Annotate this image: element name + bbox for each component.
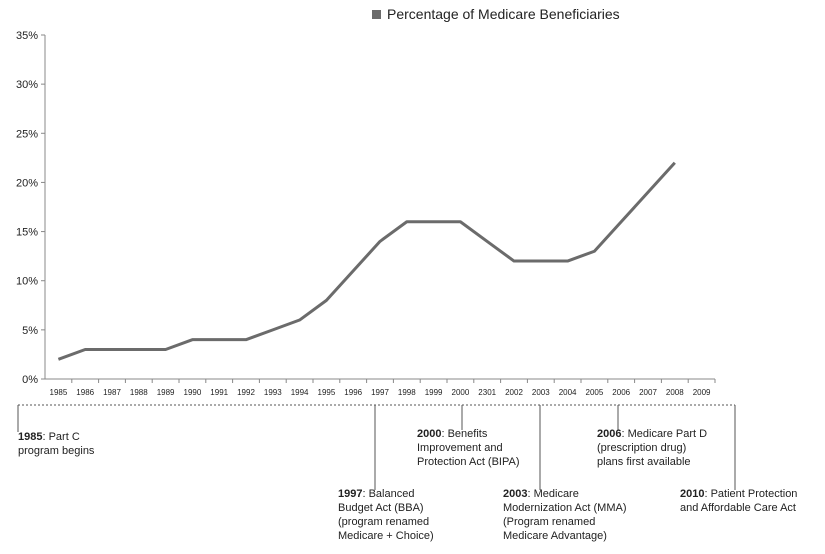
annotation-text: Medicare Advantage) [503, 530, 607, 542]
annotation-text: and Affordable Care Act [680, 502, 796, 514]
annotation-text: : Balanced [362, 488, 414, 500]
annotation: Improvement and [417, 442, 503, 454]
annotation-text: Medicare + Choice) [338, 530, 434, 542]
annotation: plans first available [597, 456, 691, 468]
annotation: Protection Act (BIPA) [417, 456, 520, 468]
annotation: Modernization Act (MMA) [503, 502, 626, 514]
annotation-text: (Program renamed [503, 516, 595, 528]
annotation-text: Budget Act (BBA) [338, 502, 424, 514]
annotation-year: 2000 [417, 428, 441, 440]
annotation-text: plans first available [597, 456, 691, 468]
annotation: 2003: Medicare [503, 488, 579, 500]
x-tick-label: 1996 [344, 388, 362, 397]
y-tick-label: 30% [16, 79, 38, 91]
y-tick-label: 25% [16, 128, 38, 140]
y-tick-label: 20% [16, 177, 38, 189]
annotation-text: : Benefits [441, 428, 487, 440]
x-tick-label: 1986 [76, 388, 94, 397]
annotation: (program renamed [338, 516, 429, 528]
annotation: 2006: Medicare Part D [597, 428, 707, 440]
annotation-text: (program renamed [338, 516, 429, 528]
x-tick-label: 2004 [559, 388, 577, 397]
x-tick-label: 1995 [318, 388, 336, 397]
x-tick-label: 1992 [237, 388, 255, 397]
annotation-text: : Patient Protection [704, 488, 797, 500]
y-tick-label: 15% [16, 227, 38, 239]
annotation: Medicare Advantage) [503, 530, 607, 542]
x-tick-label: 2007 [639, 388, 657, 397]
annotation: 2010: Patient Protection [680, 488, 797, 500]
x-tick-label: 2000 [452, 388, 470, 397]
y-tick-label: 5% [22, 325, 38, 337]
x-tick-label: 1993 [264, 388, 282, 397]
annotation: Budget Act (BBA) [338, 502, 424, 514]
annotation-text: Modernization Act (MMA) [503, 502, 626, 514]
x-tick-label: 1987 [103, 388, 121, 397]
annotation: and Affordable Care Act [680, 502, 796, 514]
annotation-year: 2003 [503, 488, 527, 500]
x-tick-label: 2006 [612, 388, 630, 397]
annotation-year: 2006 [597, 428, 621, 440]
annotation-year: 2010 [680, 488, 704, 500]
legend-label: Percentage of Medicare Beneficiaries [387, 6, 620, 22]
annotation: (Program renamed [503, 516, 595, 528]
x-tick-label: 1985 [50, 388, 68, 397]
annotation-text: : Medicare Part D [621, 428, 707, 440]
annotation-year: 1997 [338, 488, 362, 500]
x-tick-label: 1988 [130, 388, 148, 397]
data-line [57, 161, 676, 361]
annotation-text: : Medicare [527, 488, 578, 500]
annotation-text: Improvement and [417, 442, 503, 454]
x-tick-label: 2005 [586, 388, 604, 397]
x-tick-label: 1994 [291, 388, 309, 397]
annotation-text: (prescription drug) [597, 442, 686, 454]
annotation-year: 1985 [18, 431, 42, 443]
annotation-text: program begins [18, 445, 95, 457]
annotation: Medicare + Choice) [338, 530, 434, 542]
x-tick-label: 1999 [425, 388, 443, 397]
annotation: 2000: Benefits [417, 428, 488, 440]
annotation: (prescription drug) [597, 442, 686, 454]
legend-swatch [372, 10, 381, 19]
annotation-text: : Part C [42, 431, 79, 443]
y-tick-label: 0% [22, 374, 38, 386]
x-tick-label: 2008 [666, 388, 684, 397]
x-tick-label: 1991 [210, 388, 228, 397]
x-tick-label: 2301 [478, 388, 496, 397]
annotation: program begins [18, 445, 95, 457]
y-tick-label: 35% [16, 30, 38, 42]
x-tick-label: 2002 [505, 388, 523, 397]
x-tick-label: 2003 [532, 388, 550, 397]
x-tick-label: 1990 [184, 388, 202, 397]
x-tick-label: 1989 [157, 388, 175, 397]
annotation: 1997: Balanced [338, 488, 414, 500]
x-tick-label: 1997 [371, 388, 389, 397]
annotation-text: Protection Act (BIPA) [417, 456, 520, 468]
annotation: 1985: Part C [18, 431, 80, 443]
x-tick-label: 2009 [693, 388, 711, 397]
x-tick-label: 1998 [398, 388, 416, 397]
y-tick-label: 10% [16, 276, 38, 288]
